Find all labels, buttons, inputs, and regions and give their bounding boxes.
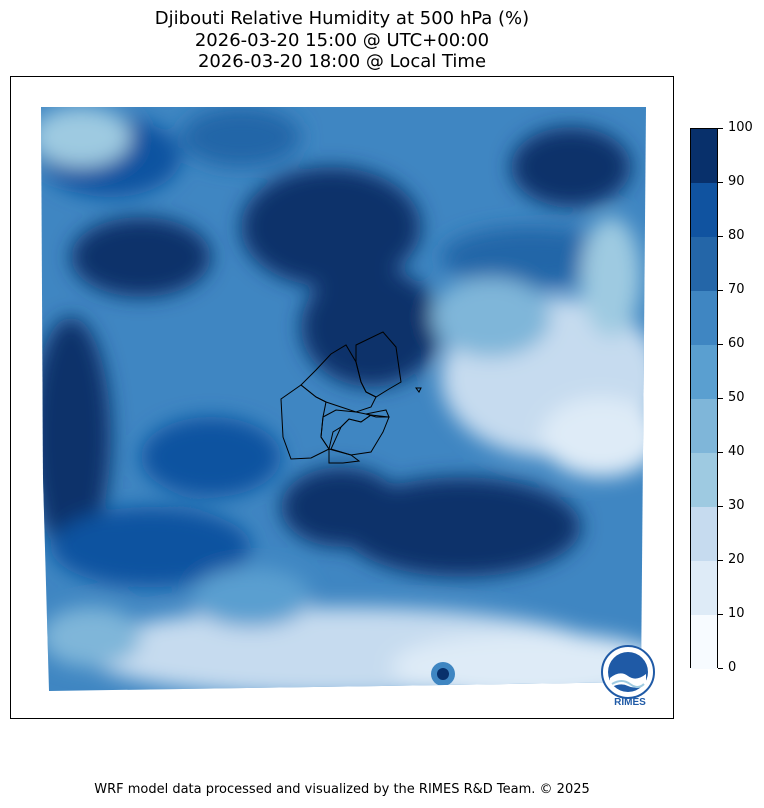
- colorbar-label-30: 30: [728, 498, 745, 513]
- djibouti-border: [280, 331, 422, 464]
- colorbar-label-50: 50: [728, 390, 745, 405]
- humidity-map: [41, 107, 646, 691]
- colorbar-label-60: 60: [728, 336, 745, 351]
- colorbar-label-20: 20: [728, 552, 745, 567]
- colorbar-label-10: 10: [728, 606, 745, 621]
- title-line-1: Djibouti Relative Humidity at 500 hPa (%…: [154, 8, 530, 29]
- colorbar-segment-4: [691, 399, 717, 453]
- colorbar-segment-2: [691, 507, 717, 561]
- colorbar-tick: [718, 128, 723, 129]
- title-line-2: 2026-03-20 15:00 @ UTC+00:00: [194, 30, 490, 51]
- colorbar-tick: [718, 398, 723, 399]
- colorbar-tick: [718, 236, 723, 237]
- colorbar: [690, 128, 718, 669]
- colorbar-segment-3: [691, 453, 717, 507]
- colorbar-segment-1: [691, 561, 717, 615]
- colorbar-label-70: 70: [728, 282, 745, 297]
- colorbar-tick: [718, 182, 723, 183]
- logo-text: RIMES: [614, 697, 646, 708]
- colorbar-tick: [718, 560, 723, 561]
- colorbar-segment-7: [691, 237, 717, 291]
- colorbar-label-80: 80: [728, 228, 745, 243]
- colorbar-tick: [718, 614, 723, 615]
- colorbar-tick: [718, 668, 723, 669]
- colorbar-label-90: 90: [728, 174, 745, 189]
- colorbar-tick: [718, 290, 723, 291]
- rimes-logo: RIMES: [601, 645, 655, 708]
- colorbar-label-40: 40: [728, 444, 745, 459]
- title-line-3: 2026-03-20 18:00 @ Local Time: [197, 51, 487, 72]
- colorbar-tick: [718, 344, 723, 345]
- colorbar-tick: [718, 452, 723, 453]
- colorbar-label-0: 0: [728, 660, 737, 675]
- colorbar-tick: [718, 506, 723, 507]
- colorbar-segment-9: [691, 129, 717, 183]
- colorbar-label-100: 100: [728, 120, 753, 135]
- colorbar-segment-8: [691, 183, 717, 237]
- footer-credit: WRF model data processed and visualized …: [94, 782, 590, 797]
- colorbar-segment-5: [691, 345, 717, 399]
- map-frame: [10, 76, 674, 719]
- colorbar-segment-0: [691, 615, 717, 669]
- humidity-field: [41, 107, 646, 691]
- colorbar-segment-6: [691, 291, 717, 345]
